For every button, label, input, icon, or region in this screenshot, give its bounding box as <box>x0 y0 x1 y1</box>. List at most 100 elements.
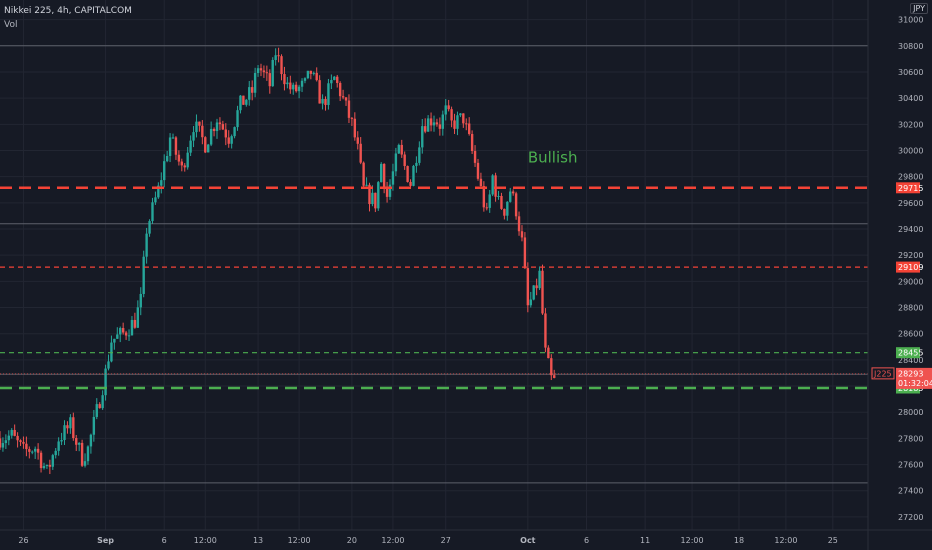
candle-body <box>391 171 395 185</box>
candle-body <box>523 237 527 269</box>
level-price-tag-text: 29715 <box>898 184 923 193</box>
candle-body <box>538 270 541 289</box>
candle-body <box>426 118 430 132</box>
y-tick-label: 29400 <box>898 225 923 234</box>
candle-body <box>309 70 313 74</box>
candle-body <box>550 358 553 376</box>
candle-body <box>432 122 436 126</box>
candle-body <box>412 165 415 186</box>
candle-body <box>218 122 222 125</box>
x-tick-label: 6 <box>584 536 589 545</box>
candle-body <box>110 342 113 362</box>
candle-body <box>520 231 524 238</box>
symbol-title[interactable]: Nikkei 225, 4h, CAPITALCOM <box>4 6 132 16</box>
candle-body <box>359 143 362 163</box>
level-price-tag <box>896 261 920 273</box>
candle-body <box>124 332 128 336</box>
candle-body <box>338 82 342 97</box>
y-tick-label: 28800 <box>898 304 923 313</box>
y-tick-label: 29600 <box>898 199 923 208</box>
y-tick-label: 30800 <box>898 42 923 51</box>
candle-body <box>28 449 31 452</box>
candle-body <box>51 455 54 467</box>
candle-body <box>1 443 5 448</box>
y-tick-label: 29200 <box>898 251 923 260</box>
candle-body <box>60 440 63 442</box>
candle-body <box>344 97 348 101</box>
candle-body <box>86 446 90 462</box>
y-tick-label: 27400 <box>898 487 923 496</box>
candle-body <box>80 442 84 466</box>
countdown-text: 01:32:04 <box>898 379 932 388</box>
level-price-tag-text: 28455 <box>898 349 923 358</box>
y-tick-label: 30200 <box>898 120 923 129</box>
candle-body <box>25 443 28 450</box>
candle-body <box>224 129 227 138</box>
current-price-tag <box>896 367 932 389</box>
candle-body <box>467 123 471 134</box>
candle-body <box>409 181 412 186</box>
x-tick-label: 13 <box>253 536 263 545</box>
candle-body <box>54 450 57 456</box>
candle-body <box>421 126 424 148</box>
price-axis <box>868 0 932 550</box>
x-tick-label: 25 <box>828 536 838 545</box>
currency-badge[interactable]: JPY <box>910 3 928 14</box>
candle-body <box>459 113 462 116</box>
candle-body <box>350 117 354 119</box>
candle-body <box>286 82 289 85</box>
candle-body <box>204 137 207 153</box>
candle-body <box>7 435 10 441</box>
x-tick-label: 18 <box>734 536 744 545</box>
candle-body <box>289 82 292 90</box>
candle-body <box>113 338 116 343</box>
candle-body <box>438 124 442 129</box>
candle-body <box>148 221 151 234</box>
x-tick-label: 11 <box>640 536 650 545</box>
candle-body <box>327 83 330 105</box>
x-tick-label: 27 <box>441 536 451 545</box>
candle-body <box>0 438 2 448</box>
candle-body <box>89 434 93 447</box>
candle-body <box>526 268 530 306</box>
candle-body <box>268 73 271 87</box>
candle-body <box>473 150 477 163</box>
candle-body <box>532 285 535 300</box>
candle-body <box>233 127 236 137</box>
y-tick-label: 29800 <box>898 173 923 182</box>
candle-body <box>394 153 398 172</box>
candle-body <box>69 417 72 429</box>
candle-body <box>511 191 515 194</box>
candle-body <box>388 184 392 197</box>
candle-body <box>168 137 172 156</box>
candle-body <box>239 95 242 111</box>
level-price-tag <box>896 182 920 194</box>
candle-body <box>256 68 260 74</box>
candle-body <box>262 70 266 73</box>
candle-body <box>154 197 157 203</box>
candle-body <box>547 347 550 359</box>
candle-body <box>318 80 321 104</box>
candle-body <box>415 162 418 166</box>
candle-body <box>456 115 459 129</box>
candle-body <box>353 118 357 138</box>
candle-body <box>341 96 345 98</box>
volume-indicator-label[interactable]: Vol <box>4 20 18 30</box>
candle-body <box>476 162 480 179</box>
candle-body <box>283 74 286 85</box>
candle-body <box>403 154 406 167</box>
candle-body <box>265 72 269 74</box>
candle-body <box>271 59 274 87</box>
x-tick-label: 12:00 <box>194 536 217 545</box>
candle-body <box>500 195 503 209</box>
candle-body <box>171 137 175 139</box>
x-tick-label: 20 <box>347 536 357 545</box>
level-price-tag <box>896 347 920 359</box>
candle-body <box>42 466 46 469</box>
candle-body <box>517 216 521 232</box>
candle-body <box>36 448 40 453</box>
candle-body <box>503 208 506 216</box>
candle-body <box>95 404 98 417</box>
